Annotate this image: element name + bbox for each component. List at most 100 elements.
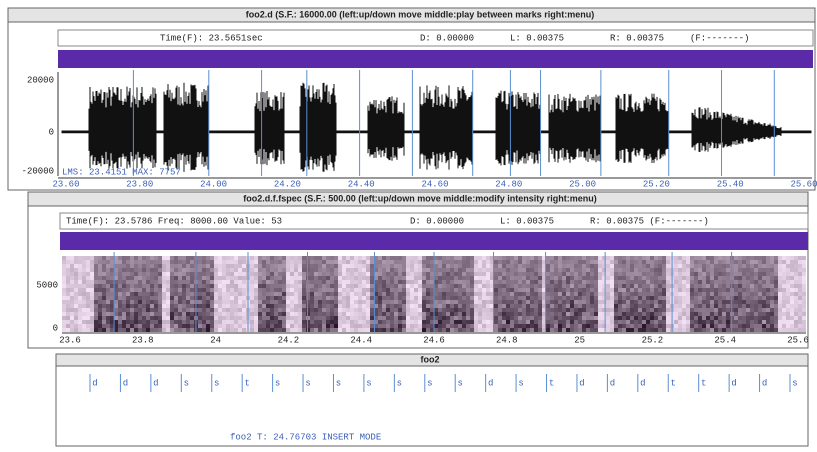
spectrogram-cell <box>638 288 642 292</box>
spectrogram-cell <box>506 276 510 280</box>
spectrogram-cell <box>258 328 262 332</box>
spectrogram-cell <box>462 280 466 284</box>
spectrogram-cell <box>210 256 214 260</box>
spectrogram-cell <box>482 268 486 272</box>
spectrogram-cell <box>298 312 302 316</box>
spectrogram-cell <box>774 272 778 276</box>
spectrogram-cell <box>286 276 290 280</box>
spectrogram-cell <box>262 284 266 288</box>
spectrogram-cell <box>334 328 338 332</box>
spectrogram-cell <box>558 292 562 296</box>
segment-label: s <box>184 378 189 388</box>
spectrogram-cell <box>318 272 322 276</box>
spectrogram-cell <box>578 280 582 284</box>
spectrogram-cell <box>150 300 154 304</box>
spectrogram-cell <box>598 296 602 300</box>
spectrogram-cell <box>658 284 662 288</box>
spectrogram-cell <box>650 284 654 288</box>
spectrogram-cell <box>750 288 754 292</box>
spectrogram-cell <box>210 320 214 324</box>
spectrogram-cell <box>186 308 190 312</box>
spectrogram-cell <box>138 280 142 284</box>
spectrogram-cell <box>354 268 358 272</box>
spectrogram-cell <box>158 316 162 320</box>
spectrogram-cell <box>214 272 218 276</box>
spectrogram-cell <box>794 268 798 272</box>
spectrogram-cell <box>398 256 402 260</box>
spectrogram-cell <box>666 320 670 324</box>
spectrogram-cell <box>102 264 106 268</box>
spectrogram-cell <box>394 328 398 332</box>
spectrogram-cell <box>314 296 318 300</box>
spectrogram-cell <box>382 288 386 292</box>
spectrogram-cell <box>526 264 530 268</box>
spectrogram-cell <box>346 304 350 308</box>
spectrogram-cell <box>354 260 358 264</box>
spectrogram-cell <box>326 288 330 292</box>
spectrogram-cell <box>526 260 530 264</box>
spectrogram-cell <box>274 324 278 328</box>
spectrogram-cell <box>354 328 358 332</box>
spectrogram-cell <box>210 328 214 332</box>
spectrogram-cell <box>386 292 390 296</box>
spectrogram-cell <box>102 300 106 304</box>
spectrogram-cell <box>774 268 778 272</box>
spectrogram-cell <box>678 324 682 328</box>
spectrogram-cell <box>514 316 518 320</box>
spectrogram-cell <box>618 264 622 268</box>
spectrogram-cell <box>70 292 74 296</box>
spectrogram-cell <box>98 300 102 304</box>
spectrogram-cell <box>434 292 438 296</box>
spectrogram-cell <box>218 316 222 320</box>
spectrogram-cell <box>126 288 130 292</box>
spectrogram-cell <box>518 328 522 332</box>
spectrogram-cell <box>666 280 670 284</box>
spectrogram-cell <box>382 284 386 288</box>
spectrogram-cell <box>690 324 694 328</box>
spectrogram-cell <box>254 284 258 288</box>
spectrogram-cell <box>94 292 98 296</box>
spectrogram-cell <box>134 296 138 300</box>
spectrogram-cell <box>322 312 326 316</box>
spectrogram-cell <box>586 312 590 316</box>
spectrogram-cell <box>474 304 478 308</box>
y-tick-label: 5000 <box>36 280 58 290</box>
spectrogram-cell <box>118 292 122 296</box>
spectrogram-cell <box>294 260 298 264</box>
spectrogram-cell <box>634 316 638 320</box>
spectrogram-cell <box>510 296 514 300</box>
spectrogram-cell <box>578 328 582 332</box>
spectrogram-cell <box>390 256 394 260</box>
spectrogram-cell <box>190 288 194 292</box>
spectrogram-cell <box>142 260 146 264</box>
spectrogram-cell <box>606 324 610 328</box>
spectrogram-cell <box>486 276 490 280</box>
spectrogram-cell <box>254 264 258 268</box>
spectrogram-cell <box>310 308 314 312</box>
spectrogram-cell <box>314 288 318 292</box>
spectrogram-cell <box>166 296 170 300</box>
window-title: foo2.d (S.F.: 16000.00 (left:up/down mov… <box>246 9 595 19</box>
spectrogram-cell <box>438 296 442 300</box>
spectrogram-cell <box>110 284 114 288</box>
spectrogram-cell <box>154 320 158 324</box>
spectrogram-cell <box>682 276 686 280</box>
spectrogram-cell <box>78 264 82 268</box>
spectrogram-cell <box>414 280 418 284</box>
spectrogram-cell <box>386 304 390 308</box>
spectrogram-cell <box>466 280 470 284</box>
spectrogram-cell <box>122 296 126 300</box>
spectrogram-cell <box>182 256 186 260</box>
spectrogram-cell <box>302 292 306 296</box>
spectrogram-cell <box>162 264 166 268</box>
spectrogram-cell <box>510 272 514 276</box>
spectrogram-cell <box>310 296 314 300</box>
spectrogram-cell <box>622 280 626 284</box>
spectrogram-cell <box>734 324 738 328</box>
spectrogram-cell <box>94 284 98 288</box>
spectrogram-cell <box>90 264 94 268</box>
marker-bar[interactable] <box>58 50 813 68</box>
spectrogram-cell <box>98 304 102 308</box>
marker-bar[interactable] <box>60 232 808 250</box>
spectrogram-cell <box>342 284 346 288</box>
